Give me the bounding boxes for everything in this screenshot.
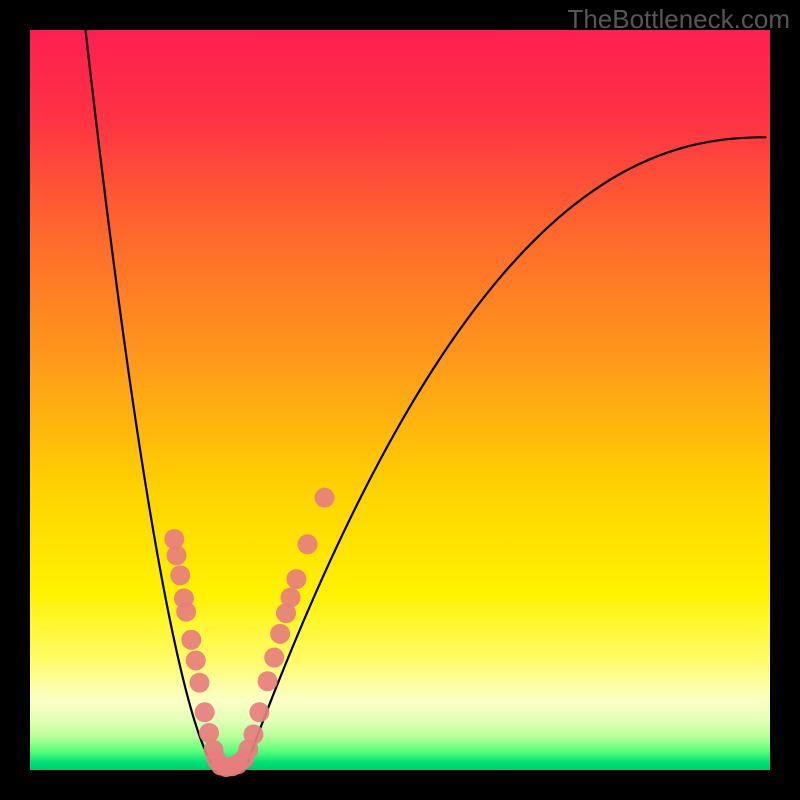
scatter-point	[199, 723, 219, 743]
scatter-point	[315, 488, 335, 508]
scatter-point	[243, 724, 263, 744]
scatter-point	[286, 569, 306, 589]
scatter-point	[280, 588, 300, 608]
bottleneck-chart	[0, 0, 800, 800]
scatter-point	[181, 630, 201, 650]
scatter-point	[176, 602, 196, 622]
scatter-point	[249, 702, 269, 722]
scatter-point	[258, 671, 278, 691]
scatter-point	[186, 650, 206, 670]
scatter-point	[298, 534, 318, 554]
scatter-point	[189, 673, 209, 693]
scatter-point	[170, 565, 190, 585]
watermark-text: TheBottleneck.com	[567, 4, 790, 35]
chart-frame: TheBottleneck.com	[0, 0, 800, 800]
scatter-point	[270, 624, 290, 644]
scatter-point	[264, 648, 284, 668]
scatter-point	[195, 702, 215, 722]
scatter-point	[167, 545, 187, 565]
chart-plot-area	[30, 30, 770, 770]
